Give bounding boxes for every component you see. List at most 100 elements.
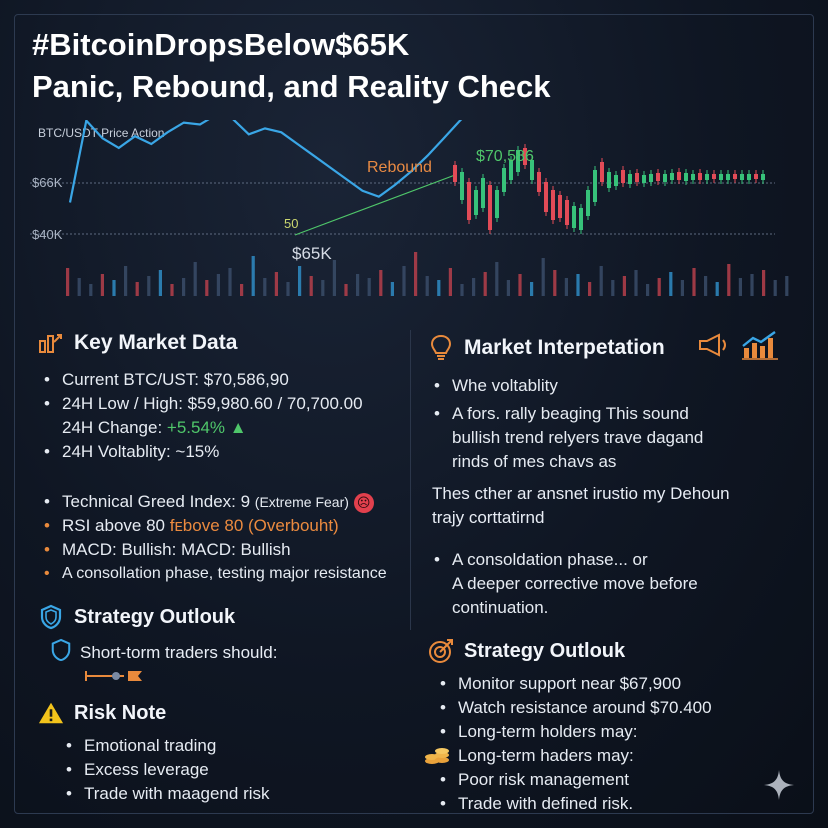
risk-list: Emotional trading Excess leverage Trade … bbox=[60, 734, 410, 806]
interp-cont-2: rinds of mes chavs as bbox=[452, 452, 617, 471]
volume-bar bbox=[344, 284, 348, 296]
key-market-heading: Key Market Data bbox=[38, 330, 410, 356]
volume-bar bbox=[669, 272, 673, 296]
volume-bar bbox=[727, 264, 731, 296]
candle-body bbox=[558, 195, 562, 218]
candle-body bbox=[712, 174, 716, 179]
y-label-40k: $40K bbox=[32, 227, 63, 242]
rsi-text: RSI above 80 bbox=[62, 516, 166, 535]
volume-bar bbox=[483, 272, 487, 296]
volume-bar bbox=[182, 278, 186, 296]
list-item: Trade with defined risk. bbox=[434, 792, 800, 816]
short-term-text: Short-torm traders should: bbox=[80, 642, 278, 662]
volume-bar bbox=[170, 284, 174, 296]
list-item-rsi: RSI above 80 fᴇbove 80 (Overbouht) bbox=[38, 514, 410, 538]
volume-bar bbox=[762, 270, 766, 296]
interp-para-line-1: Thes cther ar ansnet irustio my Dehoun bbox=[432, 484, 730, 503]
candle-body bbox=[495, 190, 499, 218]
candle-body bbox=[453, 165, 457, 182]
volume-bar bbox=[66, 268, 70, 296]
target-icon bbox=[428, 638, 454, 664]
y-label-66k: $66K bbox=[32, 175, 63, 190]
volume-bar bbox=[147, 276, 151, 296]
list-item: Long-term holders may: bbox=[434, 720, 800, 744]
candle-body bbox=[509, 160, 513, 180]
volume-bar bbox=[321, 280, 325, 296]
key-market-list: Current BTC/UST: $70,586,90 24H Low / Hi… bbox=[38, 368, 410, 416]
interpretation-heading: Market Interpetation bbox=[428, 330, 800, 366]
interp-para-line-2: trajy corttatirnd bbox=[432, 508, 545, 527]
candle-body bbox=[684, 173, 688, 181]
candle-body bbox=[516, 150, 520, 172]
volume-bar bbox=[251, 256, 255, 296]
bitcoin-chart-icon bbox=[38, 330, 64, 356]
candle-body bbox=[474, 190, 478, 215]
candle-body bbox=[663, 174, 667, 182]
volume-bar bbox=[553, 270, 557, 296]
volume-bar bbox=[193, 262, 197, 296]
strategy-list-right: Monitor support near $67,900 Watch resis… bbox=[425, 672, 800, 816]
list-item: Monitor support near $67,900 bbox=[434, 672, 800, 696]
volume-bar bbox=[356, 274, 360, 296]
risk-heading: Risk Note bbox=[38, 700, 410, 726]
volume-bar bbox=[390, 282, 394, 296]
volume-bar bbox=[112, 280, 116, 296]
candle-body bbox=[572, 206, 576, 228]
candle-body bbox=[649, 174, 653, 182]
interp-para: Thes cther ar ansnet irustio my Dehoun t… bbox=[428, 482, 800, 530]
candle-body bbox=[670, 173, 674, 180]
strategy-heading-right-text: Strategy Outlouk bbox=[464, 639, 626, 662]
list-item: Emotional trading bbox=[60, 734, 410, 758]
candle-body bbox=[600, 162, 604, 182]
list-item: 24H Low / High: $59,980.60 / 70,700.00 bbox=[38, 392, 410, 416]
indicator-list: Technical Greed Index: 9 (Extreme Fear) … bbox=[38, 490, 410, 586]
candle-body bbox=[705, 174, 709, 180]
candle-body bbox=[481, 178, 485, 208]
volume-bar bbox=[298, 266, 302, 296]
candle-body bbox=[551, 190, 555, 220]
interp-item3-cont-2: continuation. bbox=[452, 598, 549, 617]
key-market-heading-text: Key Market Data bbox=[74, 331, 238, 354]
volume-bar bbox=[135, 282, 139, 296]
list-item: Current BTC/UST: $70,586,90 bbox=[38, 368, 410, 392]
price-line bbox=[68, 120, 463, 203]
arrow-up-icon: ▲ bbox=[229, 418, 247, 437]
volume-bar bbox=[530, 282, 534, 296]
title-line-2: Panic, Rebound, and Reality Check bbox=[32, 69, 551, 104]
list-item-coins: Long-term haders may: bbox=[425, 744, 800, 768]
warning-icon bbox=[38, 700, 64, 726]
left-column: Key Market Data Current BTC/UST: $70,586… bbox=[38, 330, 410, 806]
list-item: A consoldation phase... or bbox=[428, 548, 800, 572]
volume-bar bbox=[680, 280, 684, 296]
volume-bar bbox=[611, 280, 615, 296]
volume-bar bbox=[576, 274, 580, 296]
list-item: Excess leverage bbox=[60, 758, 410, 782]
page-title: #BitcoinDropsBelow$65K Panic, Rebound, a… bbox=[32, 24, 551, 108]
volume-bar bbox=[715, 282, 719, 296]
candle-body bbox=[607, 172, 611, 188]
interp-list-2: A consoldation phase... or bbox=[428, 548, 800, 572]
candle-body bbox=[460, 172, 464, 200]
risk-heading-text: Risk Note bbox=[74, 701, 167, 724]
candle-body bbox=[488, 185, 492, 230]
strategy-heading-left-text: Strategy Outlouk bbox=[74, 605, 236, 628]
candle-body bbox=[740, 174, 744, 180]
sad-face-icon: ☹ bbox=[353, 492, 374, 513]
candle-body bbox=[635, 173, 639, 182]
trend-line bbox=[294, 174, 456, 236]
candle-body bbox=[467, 182, 471, 220]
list-item: Watch resistance around $70.400 bbox=[434, 696, 800, 720]
volume-bar bbox=[286, 282, 290, 296]
volume-bar bbox=[425, 276, 429, 296]
title-line-1: #BitcoinDropsBelow$65K bbox=[32, 27, 410, 62]
change-label: 24H Change: bbox=[62, 418, 163, 437]
candle-body bbox=[530, 160, 534, 180]
list-item: Whe voltablity bbox=[428, 374, 800, 398]
volume-bar bbox=[646, 284, 650, 296]
volume-bar bbox=[240, 284, 244, 296]
volume-bar bbox=[588, 282, 592, 296]
interp-item3-cont-1: A deeper corrective move before bbox=[452, 574, 698, 593]
candle-body bbox=[642, 175, 646, 183]
volume-bar bbox=[309, 276, 313, 296]
volume-bar bbox=[205, 280, 209, 296]
